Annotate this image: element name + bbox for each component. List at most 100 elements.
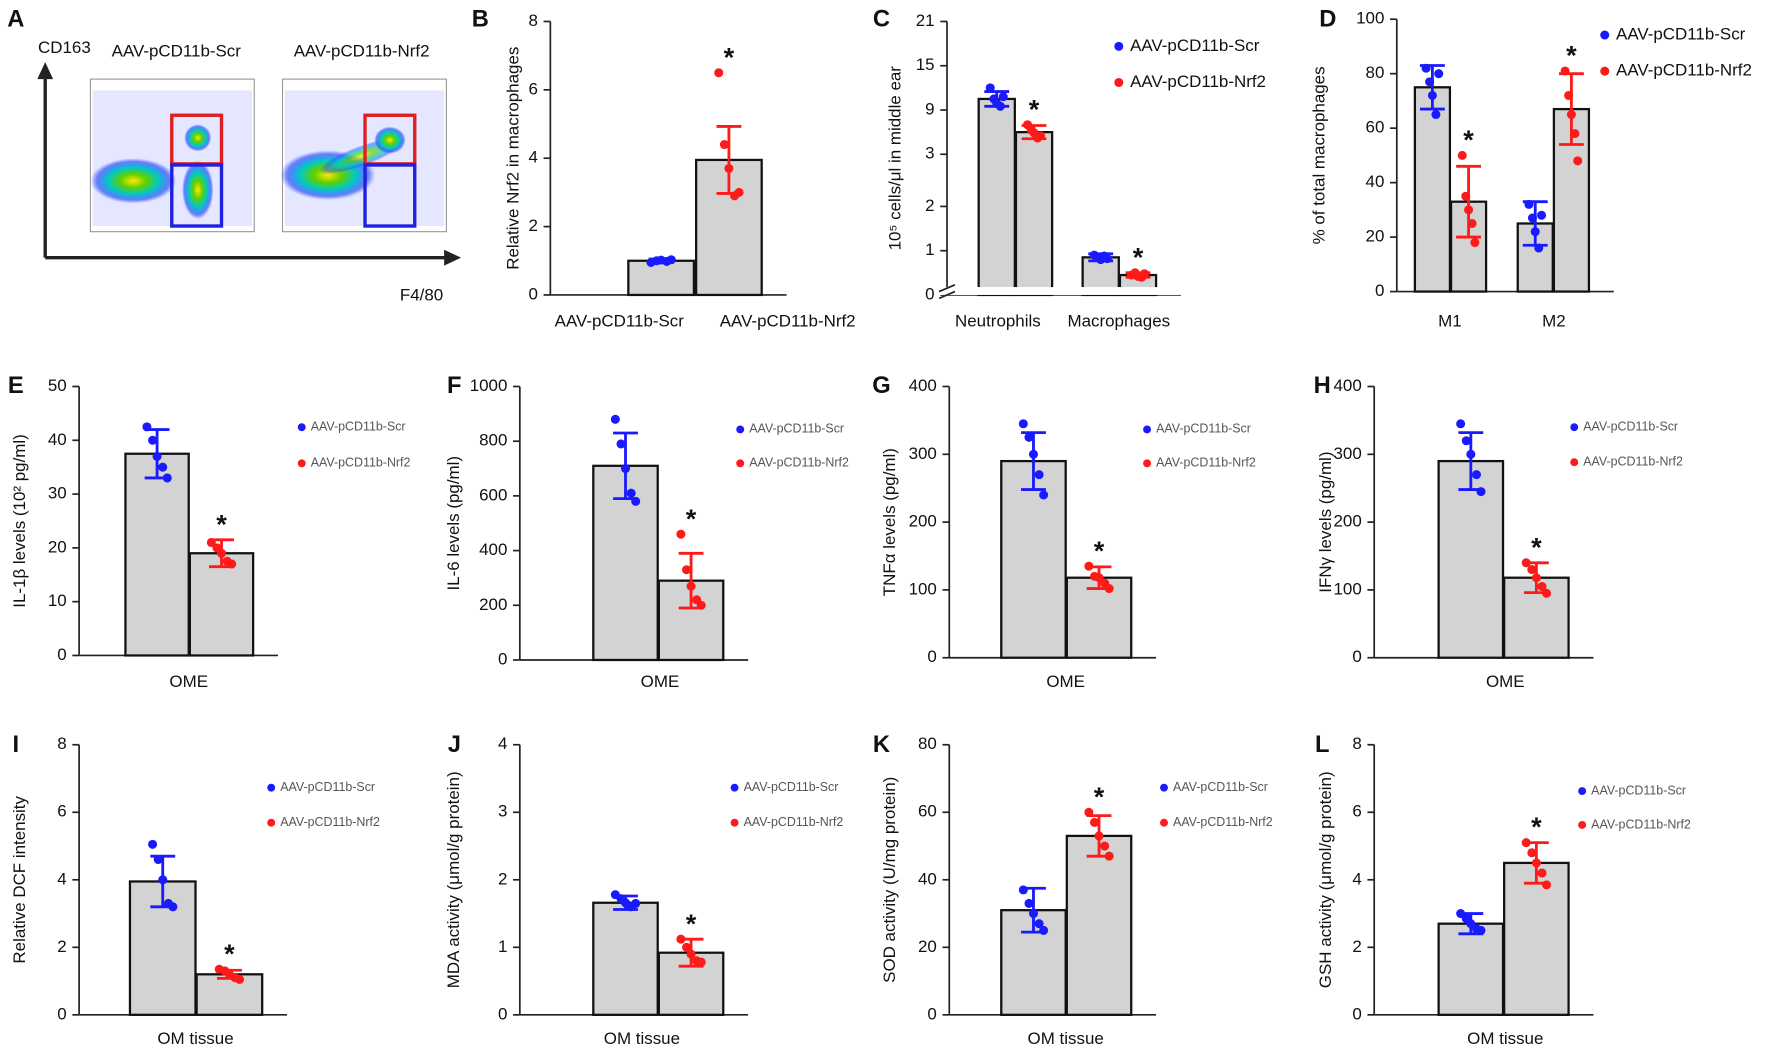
data-point xyxy=(158,462,168,472)
data-point xyxy=(1531,573,1541,583)
panel-letter: L xyxy=(1315,732,1330,758)
bar xyxy=(592,901,659,1016)
bar xyxy=(1437,459,1505,659)
significance-mark: * xyxy=(1463,124,1474,155)
bar xyxy=(188,552,255,657)
significance-mark: * xyxy=(686,908,697,939)
y-tick-label: 6 xyxy=(57,802,66,821)
panel-letter: E xyxy=(8,373,24,399)
legend-label: AAV-pCD11b-Nrf2 xyxy=(744,815,844,829)
y-tick-label: 2 xyxy=(57,937,66,956)
panel-letter: C xyxy=(873,7,890,33)
data-point xyxy=(1089,817,1100,827)
data-point xyxy=(631,496,641,506)
data-point xyxy=(1527,848,1537,858)
legend-marker xyxy=(730,818,739,827)
data-point xyxy=(1537,868,1547,878)
x-tick-label: OM tissue xyxy=(1028,1029,1104,1048)
data-point xyxy=(1566,110,1576,120)
data-point xyxy=(1431,110,1441,120)
significance-mark: * xyxy=(686,503,697,534)
x-tick-label: OME xyxy=(169,672,208,691)
y-tick-label: 400 xyxy=(1334,376,1362,395)
y-tick-label: 4 xyxy=(1352,869,1361,888)
data-point xyxy=(1039,925,1049,935)
legend-label: AAV-pCD11b-Nrf2 xyxy=(311,456,411,470)
y-tick-label: 4 xyxy=(498,734,507,753)
y-tick-label: 400 xyxy=(479,540,507,559)
data-point xyxy=(1100,841,1110,851)
data-point xyxy=(1476,487,1486,497)
legend-label: AAV-pCD11b-Nrf2 xyxy=(280,815,380,829)
bar xyxy=(627,259,696,297)
legend-marker xyxy=(297,423,306,432)
arrow-head xyxy=(37,62,54,80)
y-axis-label: TNFα levels (pg/ml) xyxy=(880,448,899,596)
y-tick-label: 3 xyxy=(925,144,934,163)
bar xyxy=(124,452,190,657)
flow-title: AAV-pCD11b-Scr xyxy=(112,41,242,60)
bar xyxy=(1065,576,1133,659)
data-point xyxy=(620,464,631,474)
data-point xyxy=(158,875,168,885)
y-tick-label: 0 xyxy=(1352,1004,1361,1023)
data-point xyxy=(1461,436,1471,446)
data-point xyxy=(995,101,1005,111)
data-point xyxy=(153,855,163,865)
data-point xyxy=(1028,909,1038,919)
legend-label: AAV-pCD11b-Scr xyxy=(1616,25,1746,44)
data-point xyxy=(714,68,724,78)
y-axis-label: IFNγ levels (pg/ml) xyxy=(1316,452,1335,593)
y-axis-label: 10⁵ cells/μl in middle ear xyxy=(886,66,905,251)
data-point xyxy=(1570,129,1580,139)
panel-letter: F xyxy=(447,373,462,399)
significance-mark: * xyxy=(216,508,227,539)
bar xyxy=(1413,86,1452,293)
y-tick-label: 400 xyxy=(909,376,937,395)
data-point xyxy=(1542,588,1552,598)
legend-label: AAV-pCD11b-Nrf2 xyxy=(1156,456,1256,470)
y-tick-label: 1000 xyxy=(470,376,508,395)
y-tick-label: 40 xyxy=(918,869,937,888)
axis-break xyxy=(937,287,1181,295)
y-axis-label: % of total macrophages xyxy=(1309,66,1328,244)
significance-mark: * xyxy=(724,41,735,72)
data-point xyxy=(1476,925,1486,935)
data-point xyxy=(1034,919,1044,929)
x-tick-label: AAV-pCD11b-Nrf2 xyxy=(720,312,856,331)
data-point xyxy=(1036,131,1046,141)
y-tick-label: 80 xyxy=(918,734,937,753)
x-tick-label: OME xyxy=(641,672,680,691)
y-tick-label: 30 xyxy=(48,484,67,503)
flow-y-label: CD163 xyxy=(38,38,91,57)
flow-density xyxy=(374,126,406,154)
y-axis-label: MDA activity (μmol/g protein) xyxy=(444,771,463,988)
legend-marker xyxy=(730,783,739,792)
data-point xyxy=(1537,582,1547,592)
data-point xyxy=(1542,880,1552,890)
data-point xyxy=(1537,210,1547,220)
y-tick-label: 0 xyxy=(498,1004,507,1023)
data-point xyxy=(1457,150,1467,160)
legend-marker xyxy=(736,425,745,434)
data-point xyxy=(162,473,172,483)
y-tick-label: 8 xyxy=(57,734,66,753)
legend-label: AAV-pCD11b-Scr xyxy=(280,780,375,794)
legend-label: AAV-pCD11b-Nrf2 xyxy=(1130,72,1266,91)
y-tick-label: 40 xyxy=(48,430,67,449)
legend-marker xyxy=(1114,77,1124,88)
arrow-head xyxy=(444,249,462,266)
data-point xyxy=(1039,490,1049,500)
y-axis-label: Relative Nrf2 in macrophages xyxy=(504,47,523,270)
data-point xyxy=(686,949,696,959)
flow-title: AAV-pCD11b-Nrf2 xyxy=(294,41,430,60)
y-tick-label: 600 xyxy=(479,485,507,504)
data-point xyxy=(227,559,237,569)
data-point xyxy=(1521,558,1531,568)
bar xyxy=(1503,861,1570,1016)
data-point xyxy=(1573,156,1583,166)
data-point xyxy=(676,529,686,539)
y-tick-label: 200 xyxy=(479,595,507,614)
y-tick-label: 0 xyxy=(57,645,66,664)
significance-mark: * xyxy=(1094,781,1105,812)
